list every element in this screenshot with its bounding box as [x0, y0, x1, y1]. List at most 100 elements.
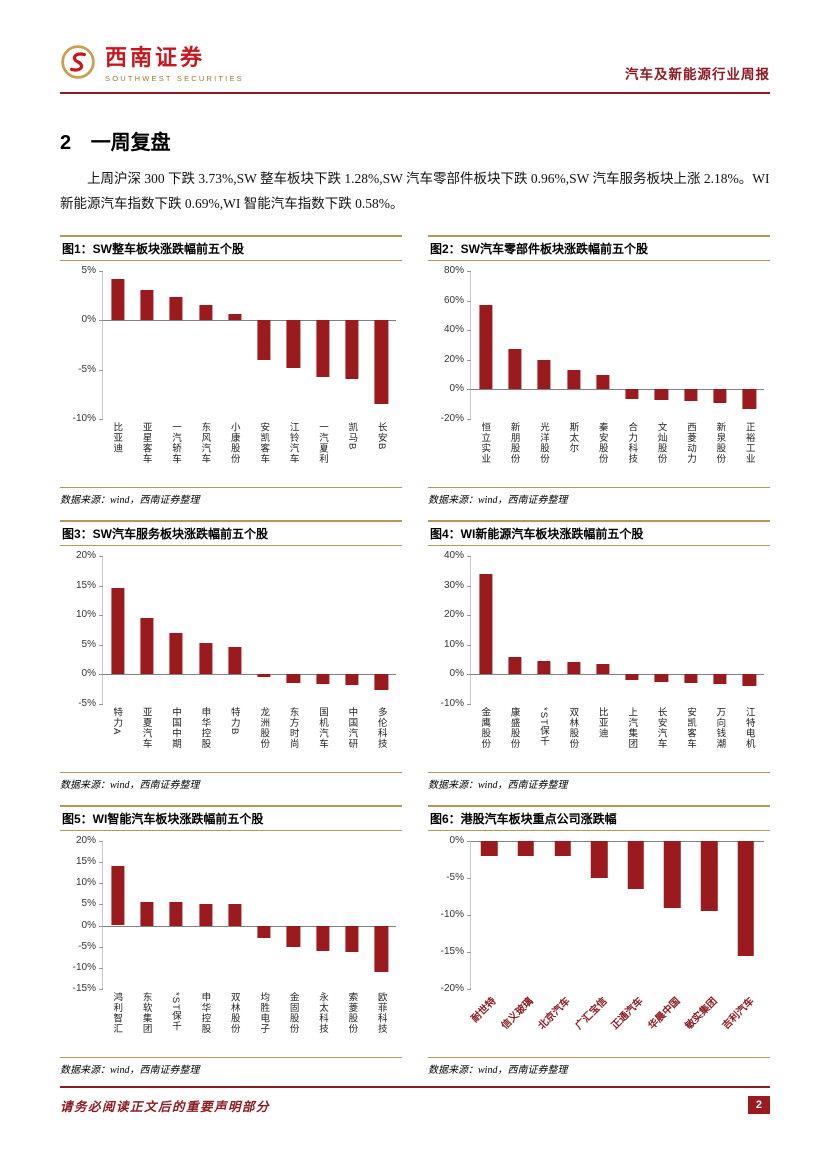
chart-canvas: 5% 0% -5% -10% 比亚迪 亚星客车 一汽轿车 东风汽车 小康股份 安凯客车 江铃汽车 一汽… [60, 265, 402, 483]
y-axis: 80% 60% 40% 20% 0% -20% [428, 265, 464, 424]
y-tick-label: 20% [443, 353, 464, 365]
y-tick-label: -5% [78, 940, 96, 952]
bar [257, 674, 271, 678]
y-axis: 20% 15% 10% 5% 0% -5% [60, 550, 96, 709]
y-axis: 40% 30% 20% 10% 0% -10% [428, 550, 464, 709]
bar [111, 278, 125, 321]
page-header: 西南证券 SOUTHWEST SECURITIES 汽车及新能源行业周报 [60, 40, 770, 94]
bar [111, 588, 125, 675]
chart-canvas: 20% 15% 10% 5% 0% -5% -10% -15% 鸿利智汇 东软集团 *ST保千 申华控… [60, 835, 402, 1053]
y-tick-label: 10% [75, 609, 96, 621]
x-label: *ST保千 [170, 991, 181, 1032]
x-label: 小康股份 [228, 421, 240, 464]
y-tick-mark [99, 615, 103, 617]
y-tick-label: 5% [81, 638, 96, 650]
x-label: 亚夏汽车 [140, 706, 152, 749]
bar [140, 289, 154, 321]
y-tick-label: 0% [449, 383, 464, 395]
source-note: 数据来源：wind，西南证券整理 [428, 1056, 770, 1076]
company-logo: 西南证券 SOUTHWEST SECURITIES [60, 40, 244, 83]
x-label: 索菱股份 [346, 991, 358, 1034]
bar [625, 674, 639, 681]
x-label: 信义玻璃 [499, 995, 536, 1032]
y-tick-label: 0% [81, 668, 96, 680]
y-tick-label: 20% [75, 549, 96, 561]
x-label: 金固股份 [287, 991, 299, 1034]
y-tick-label: 30% [443, 579, 464, 591]
x-axis-line [103, 925, 396, 927]
y-tick-mark [467, 951, 471, 953]
source-note: 数据来源：wind，西南证券整理 [428, 771, 770, 791]
bar [169, 632, 183, 675]
y-tick-label: -10% [72, 412, 96, 424]
bar [228, 314, 242, 321]
summary-paragraph: 上周沪深 300 下跌 3.73%,SW 整车板块下跌 1.28%,SW 汽车零… [60, 171, 770, 211]
y-tick-mark [467, 418, 471, 420]
x-axis-labels: 特力A 亚夏汽车 中国中期 申华控股 特力B 龙洲股份 东方时尚 国机汽车 中国汽研 多伦科技 [102, 704, 396, 768]
y-tick-label: -10% [72, 961, 96, 973]
y-tick-label: 40% [443, 549, 464, 561]
y-tick-label: -5% [78, 363, 96, 375]
chart-title: 图6：港股汽车板块重点公司涨跌幅 [428, 804, 770, 831]
y-tick-label: 5% [81, 898, 96, 910]
bar [537, 359, 551, 390]
y-tick-mark [467, 615, 471, 617]
y-tick-mark [99, 270, 103, 272]
bar [374, 925, 388, 972]
page-footer: 请务必阅读正文后的重要声明部分 2 [60, 1086, 770, 1115]
y-tick-mark [99, 946, 103, 948]
y-tick-label: 40% [443, 324, 464, 336]
chart-canvas: 0% -5% -10% -15% -20% 耐世特 信义玻璃 北京汽车 广汇宝信 正通汽车 华晨中国… [428, 835, 770, 1053]
x-axis-labels: 金鹰股份 康盛股份 *ST保千 双林股份 比亚迪 上汽集团 长安汽车 安凯客车 万向钱潮 江特电机 [470, 704, 764, 768]
x-axis-line [103, 674, 396, 676]
x-label: 多伦科技 [375, 706, 387, 749]
y-tick-mark [99, 674, 103, 676]
bar [737, 840, 754, 956]
x-label: 申华控股 [199, 706, 211, 749]
y-axis: 20% 15% 10% 5% 0% -5% -10% -15% [60, 835, 96, 994]
x-label: 万向钱潮 [714, 706, 726, 749]
x-label: *ST保千 [538, 706, 549, 747]
x-label: 国机汽车 [317, 706, 328, 749]
x-label: 吉利汽车 [720, 995, 757, 1032]
y-tick-label: -15% [72, 982, 96, 994]
x-label: 亚星客车 [140, 421, 152, 464]
x-label: 鸿利智汇 [111, 991, 123, 1034]
y-tick-mark [467, 877, 471, 879]
bar [257, 925, 271, 939]
y-tick-mark [99, 418, 103, 420]
y-tick-label: 80% [443, 264, 464, 276]
bar [684, 389, 698, 402]
x-label: 安凯客车 [258, 421, 270, 464]
y-axis: 0% -5% -10% -15% -20% [428, 835, 464, 994]
x-label: 合力科技 [626, 421, 638, 464]
x-label: 安凯客车 [685, 706, 696, 749]
bar [140, 618, 154, 675]
report-type-title: 汽车及新能源行业周报 [625, 67, 770, 82]
chart-block-4: 图4：WI新能源汽车板块涨跌幅前五个股 40% 30% 20% 10% 0% -10% 金鹰股… [428, 519, 770, 791]
x-label: 比亚迪 [596, 706, 608, 739]
x-label: 双林股份 [228, 991, 240, 1034]
logo-icon [61, 44, 95, 79]
x-axis-line [471, 840, 764, 842]
bar [316, 320, 330, 377]
plot-area [467, 270, 764, 420]
bar [554, 840, 571, 856]
y-tick-mark [99, 967, 103, 969]
x-label: 特力A [111, 706, 123, 736]
bar [537, 661, 551, 675]
bar [169, 902, 183, 926]
y-tick-label: -10% [440, 908, 464, 920]
y-tick-label: 10% [75, 877, 96, 889]
bar [169, 296, 183, 321]
y-tick-mark [467, 914, 471, 916]
x-label: 长安汽车 [655, 706, 667, 749]
plot-area [99, 270, 396, 420]
x-label: 康盛股份 [508, 706, 520, 749]
bar [596, 663, 610, 675]
x-label: 文灿股份 [655, 421, 667, 464]
bar [481, 840, 498, 856]
x-label: 一汽夏利 [317, 421, 328, 464]
y-tick-mark [467, 300, 471, 302]
